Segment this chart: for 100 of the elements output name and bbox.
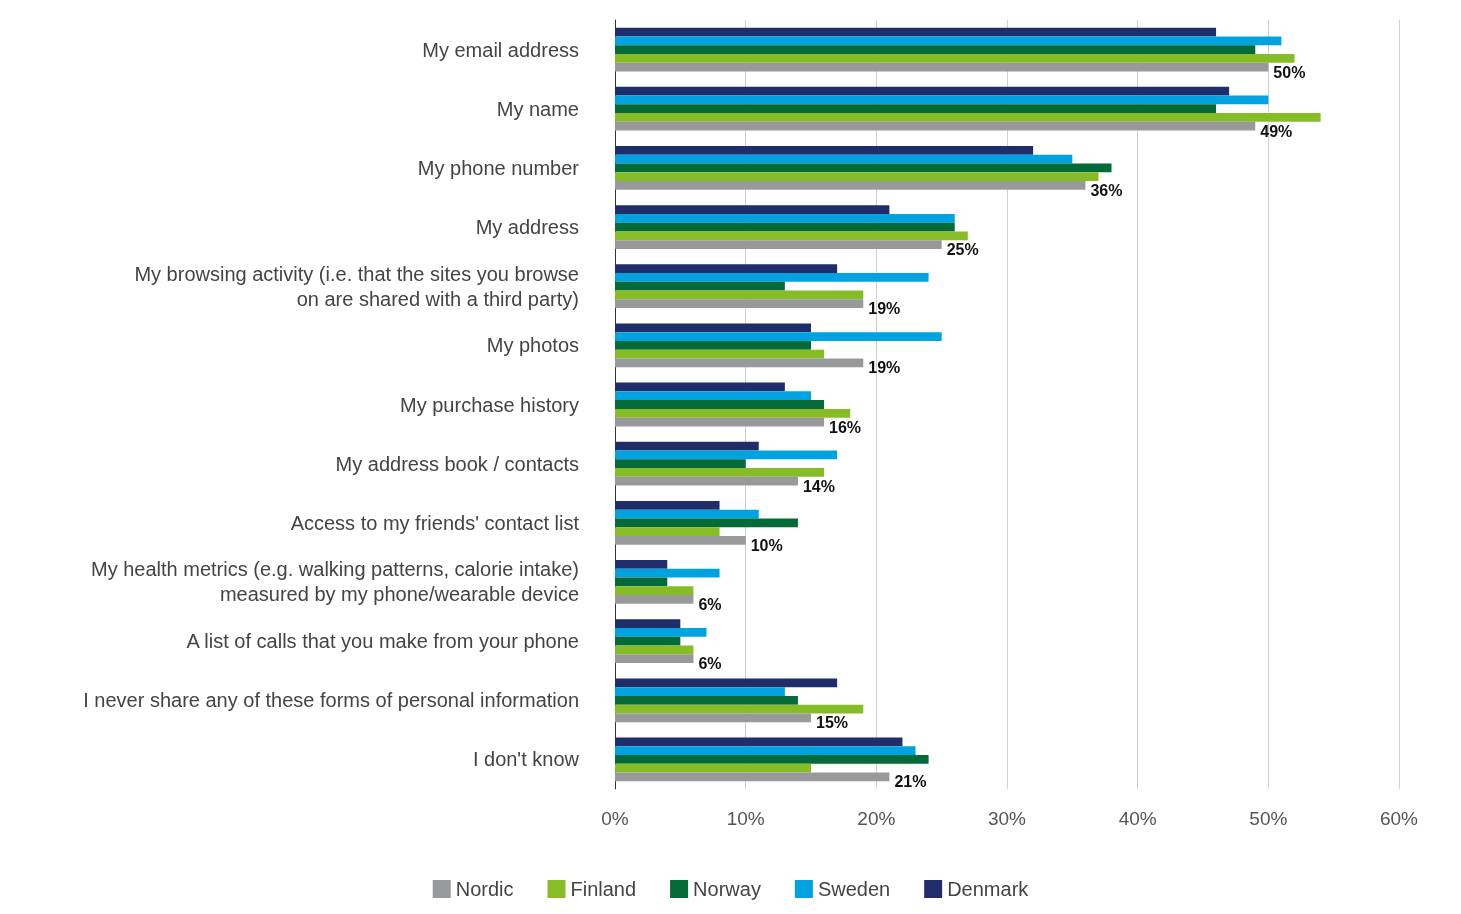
data-label: 49%	[1260, 122, 1293, 140]
bar	[615, 636, 681, 646]
bar	[615, 290, 864, 300]
bar	[615, 417, 825, 427]
bar	[615, 441, 759, 451]
bar	[615, 627, 707, 637]
y-tick-label: My address book / contacts	[335, 452, 579, 475]
data-label: 36%	[1090, 181, 1123, 199]
bar	[615, 45, 1256, 54]
data-label: 10%	[750, 536, 783, 554]
y-tick-label: I don't know	[472, 748, 580, 771]
bar	[615, 713, 811, 723]
bar	[615, 104, 1217, 114]
bar	[615, 755, 929, 764]
bar	[615, 222, 955, 232]
x-tick-label: 40%	[1118, 808, 1157, 829]
bar	[615, 240, 942, 249]
y-tick-label: My browsing activity (i.e. that the sites you browse on are shared with a third party)	[134, 262, 579, 310]
y-tick-label: My photos	[486, 334, 579, 357]
bar	[615, 500, 720, 510]
bar	[615, 323, 811, 333]
bar	[615, 27, 1217, 37]
bar	[615, 746, 916, 756]
bar	[615, 772, 890, 782]
bar	[615, 53, 1295, 63]
y-tick-label: My phone number	[417, 156, 580, 179]
data-label: 6%	[698, 595, 722, 613]
y-tick-label: A list of calls that you make from your phone	[186, 630, 579, 653]
data-label: 21%	[894, 773, 927, 791]
data-label: 19%	[868, 300, 901, 318]
bar	[615, 450, 838, 460]
bar	[615, 231, 968, 241]
bar	[615, 695, 798, 705]
bar	[615, 400, 825, 409]
legend-label: Nordic	[455, 878, 514, 900]
bar	[615, 763, 811, 773]
bar	[615, 476, 798, 486]
data-label: 6%	[698, 655, 722, 673]
bar	[615, 181, 1086, 190]
y-tick-label: My purchase history	[400, 393, 579, 416]
x-tick-label: 0%	[601, 808, 629, 829]
bar	[615, 595, 694, 604]
y-tick-label: Access to my friends' contact list	[290, 511, 580, 534]
bar	[615, 535, 746, 545]
x-tick-label: 30%	[987, 808, 1027, 829]
legend-label: Norway	[693, 878, 761, 900]
bar	[615, 654, 694, 663]
bar	[615, 205, 890, 214]
bar	[615, 62, 1269, 72]
bar	[615, 121, 1256, 131]
bar	[615, 619, 681, 628]
bar	[615, 577, 668, 587]
bar	[615, 586, 694, 596]
data-label: 14%	[802, 477, 835, 495]
bar	[615, 213, 955, 223]
bar	[615, 95, 1269, 105]
bar	[615, 509, 759, 519]
bar	[615, 146, 1034, 155]
y-tick-label: My address	[475, 216, 579, 239]
bar	[615, 391, 811, 401]
legend-label: Finland	[570, 878, 637, 900]
y-tick-label: I never share any of these forms of personal information	[83, 689, 579, 712]
bar	[615, 264, 838, 274]
data-label: 19%	[868, 359, 901, 377]
legend-label: Sweden	[817, 878, 891, 900]
bar	[615, 382, 785, 392]
y-tick-label: My name	[496, 97, 579, 120]
bar	[615, 113, 1321, 122]
x-tick-label: 50%	[1249, 808, 1288, 829]
data-label: 50%	[1273, 63, 1306, 81]
bar	[615, 678, 838, 688]
x-tick-label: 60%	[1379, 808, 1419, 829]
bar	[615, 737, 903, 747]
bar	[615, 468, 825, 477]
data-label: 16%	[829, 418, 862, 436]
bar	[615, 568, 720, 578]
bar	[615, 299, 864, 309]
y-tick-label: My health metrics (e.g. walking patterns, calorie intake) measured by my phone/wearable device	[91, 558, 579, 606]
bar	[615, 154, 1073, 164]
bar	[615, 358, 864, 368]
bar	[615, 408, 851, 418]
bar	[615, 332, 942, 341]
data-label: 25%	[946, 241, 979, 259]
bar	[615, 527, 720, 536]
x-tick-label: 20%	[857, 808, 896, 829]
bar	[615, 86, 1230, 96]
legend-label: Denmark	[947, 878, 1030, 900]
bar	[615, 340, 811, 350]
bar	[615, 518, 798, 528]
bar	[615, 349, 825, 359]
y-tick-label: My email address	[422, 38, 579, 61]
bar	[615, 687, 785, 696]
x-tick-label: 10%	[726, 808, 765, 829]
bar	[615, 273, 929, 282]
bar	[615, 560, 668, 569]
bar	[615, 645, 694, 655]
bar	[615, 36, 1282, 46]
bar	[615, 459, 746, 469]
bar	[615, 281, 785, 291]
data-label: 15%	[816, 714, 849, 732]
